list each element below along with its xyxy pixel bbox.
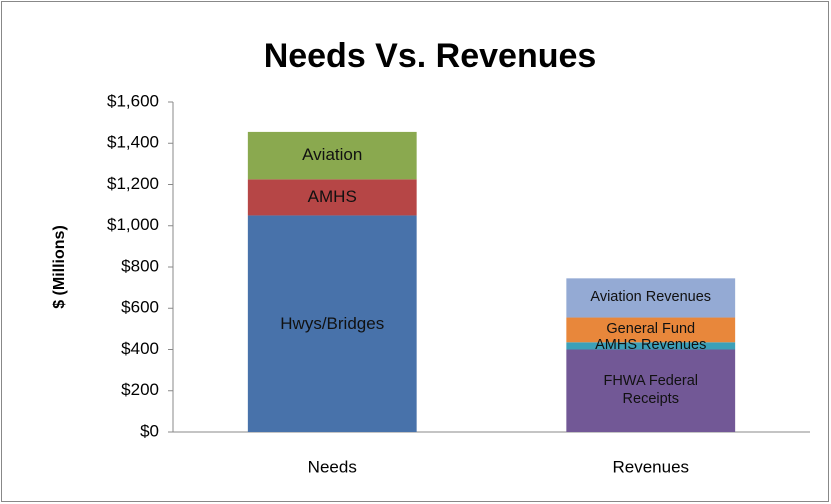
segment-label: FHWA Federal Receipts xyxy=(603,373,699,407)
y-axis-title: $ (Millions) xyxy=(51,225,68,309)
segment-label: Hwys/Bridges xyxy=(280,313,385,333)
y-tick-label: $1,200 xyxy=(107,174,159,193)
bar-segment xyxy=(566,349,736,432)
bar-segment xyxy=(247,179,417,216)
y-tick-label: $1,000 xyxy=(107,215,159,234)
y-tick-label: $800 xyxy=(121,256,159,275)
segment-label: General Fund xyxy=(606,321,696,338)
segment-label: Aviation Revenues xyxy=(590,289,712,306)
bar-segment xyxy=(566,317,736,343)
bar-segment xyxy=(247,131,417,180)
bar-segment xyxy=(566,278,736,318)
y-tick-label: $400 xyxy=(121,339,159,358)
y-tick-label: $1,400 xyxy=(107,133,159,152)
segment-label: AMHS xyxy=(307,187,357,207)
bar-segment xyxy=(247,215,417,432)
y-tick-label: $0 xyxy=(140,421,159,440)
segment-label: Aviation xyxy=(302,145,363,165)
y-tick-label: $1,600 xyxy=(107,91,159,110)
y-tick-label: $200 xyxy=(121,380,159,399)
bar-segment xyxy=(566,342,736,350)
x-tick-label: Needs xyxy=(308,457,357,476)
chart-title: Needs Vs. Revenues xyxy=(264,37,597,75)
segment-label: AMHS Revenues xyxy=(595,337,707,354)
x-tick-label: Revenues xyxy=(612,457,689,476)
y-tick-label: $600 xyxy=(121,298,159,317)
